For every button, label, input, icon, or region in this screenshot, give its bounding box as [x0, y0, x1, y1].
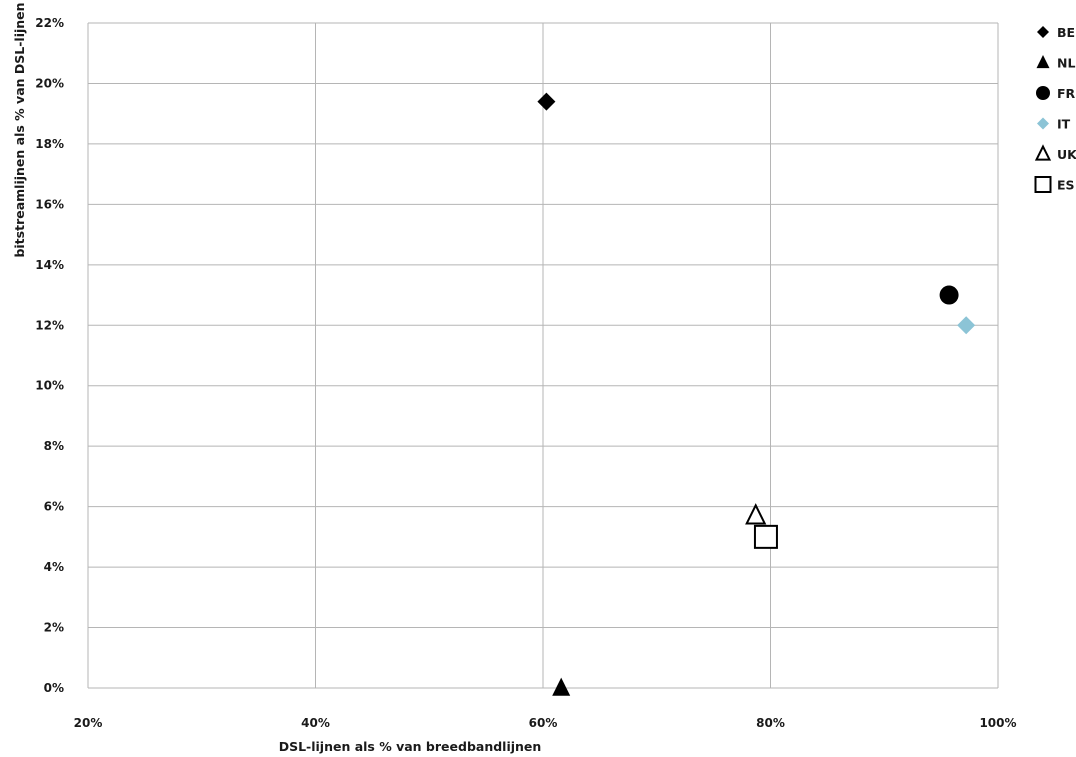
legend-label-fr: FR — [1057, 86, 1076, 101]
legend-marker-es — [1034, 176, 1052, 193]
gridlines — [87, 22, 999, 689]
legend-label-uk: UK — [1057, 147, 1076, 162]
x-tick-label: 60% — [529, 716, 558, 730]
y-tick-label: 8% — [44, 439, 64, 453]
y-tick-label: 0% — [44, 681, 64, 695]
y-axis-title: bitstreamlijnen als % van DSL-lijnen — [12, 2, 27, 257]
legend-label-be: BE — [1057, 25, 1075, 40]
y-tick-label: 6% — [44, 500, 64, 514]
y-tick-label: 14% — [35, 258, 64, 272]
legend-marker-nl — [1036, 55, 1050, 69]
y-tick-label: 16% — [35, 197, 64, 211]
legend: BE NL FR IT UK ES — [1034, 25, 1076, 193]
data-points — [537, 92, 976, 696]
x-axis-ticks: 20% 40% 60% 80% 100% — [74, 716, 1017, 730]
y-tick-label: 22% — [35, 16, 64, 30]
legend-item-uk: UK — [1034, 144, 1076, 162]
legend-label-nl: NL — [1057, 56, 1075, 71]
data-point-be — [537, 92, 556, 111]
data-point-it — [957, 316, 976, 335]
legend-label-it: IT — [1057, 117, 1071, 132]
legend-marker-be — [1037, 26, 1049, 38]
legend-item-es: ES — [1034, 176, 1075, 193]
legend-marker-fr — [1036, 86, 1050, 100]
data-point-nl — [552, 677, 571, 696]
legend-item-nl: NL — [1036, 55, 1075, 71]
data-point-fr — [939, 285, 959, 305]
data-point-uk — [745, 503, 767, 525]
data-point-es — [753, 524, 778, 549]
legend-item-it: IT — [1037, 117, 1071, 132]
x-tick-label: 40% — [301, 716, 330, 730]
y-tick-label: 4% — [44, 560, 64, 574]
x-tick-label: 80% — [756, 716, 785, 730]
y-tick-label: 18% — [35, 137, 64, 151]
legend-marker-uk — [1034, 144, 1052, 161]
y-tick-label: 12% — [35, 318, 64, 332]
legend-item-be: BE — [1037, 25, 1075, 40]
x-tick-label: 100% — [979, 716, 1016, 730]
legend-marker-it — [1037, 117, 1049, 130]
y-tick-label: 20% — [35, 76, 64, 90]
y-tick-label: 2% — [44, 621, 64, 635]
y-tick-label: 10% — [35, 379, 64, 393]
x-axis-title: DSL-lijnen als % van breedbandlijnen — [279, 739, 542, 754]
legend-label-es: ES — [1057, 178, 1075, 193]
x-tick-label: 20% — [74, 716, 103, 730]
y-axis-ticks: 0% 2% 4% 6% 8% 10% 12% 14% 16% 18% 20% 22% — [35, 16, 64, 695]
legend-item-fr: FR — [1036, 86, 1076, 101]
